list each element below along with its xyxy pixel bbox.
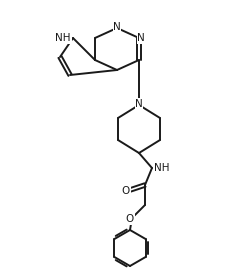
Text: N: N	[135, 99, 143, 109]
Text: N: N	[113, 22, 121, 32]
Text: NH: NH	[55, 33, 71, 43]
Text: N: N	[137, 33, 145, 43]
Text: O: O	[122, 186, 130, 196]
Text: NH: NH	[154, 163, 169, 173]
Text: O: O	[126, 214, 134, 224]
